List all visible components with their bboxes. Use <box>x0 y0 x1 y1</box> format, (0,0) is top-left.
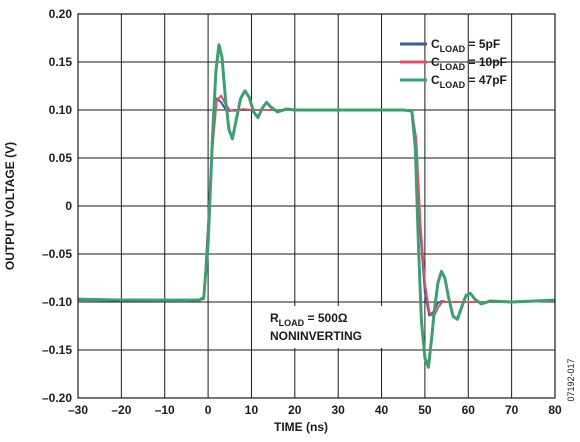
svg-text:RLOAD = 500Ω: RLOAD = 500Ω <box>270 311 348 328</box>
annotation-background <box>266 306 396 348</box>
x-axis-title: TIME (ns) <box>274 420 328 434</box>
x-tick-label: 20 <box>288 403 302 417</box>
plot-frame <box>77 13 556 399</box>
x-tick-label: 50 <box>418 403 432 417</box>
x-tick-label: 30 <box>332 403 346 417</box>
x-tick-label: 60 <box>462 403 476 417</box>
figure-id: 07192-017 <box>566 358 576 401</box>
annotation: RLOAD = 500Ω NONINVERTING <box>266 306 396 348</box>
y-tick-label: 0 <box>65 199 72 213</box>
series-line-0 <box>77 97 556 317</box>
y-tick-label: 0.20 <box>49 7 73 21</box>
annotation-rload-subscript: LOAD <box>279 318 305 328</box>
legend: CLOAD = 5pF CLOAD = 10pF CLOAD = 47pF <box>400 37 507 90</box>
x-tick-label: 80 <box>548 403 562 417</box>
y-tick-label: 0.15 <box>49 55 73 69</box>
annotation-rload-value: = 500Ω <box>304 311 348 325</box>
x-tick-label: 70 <box>505 403 519 417</box>
x-tick-label: 10 <box>245 403 259 417</box>
series-layer <box>77 43 556 369</box>
y-tick-label: –0.05 <box>42 247 72 261</box>
y-tick-label: 0.05 <box>49 151 73 165</box>
x-tick-labels: –30 –20 –10 0 10 20 30 40 50 60 70 80 <box>68 403 562 417</box>
x-tick-label: 40 <box>375 403 389 417</box>
legend-label-subscript: LOAD <box>440 80 466 90</box>
svg-text:CLOAD = 47pF: CLOAD = 47pF <box>431 73 507 90</box>
legend-label-value: = 5pF <box>465 37 500 51</box>
legend-label: C <box>431 37 440 51</box>
svg-text:CLOAD = 10pF: CLOAD = 10pF <box>431 55 507 72</box>
y-tick-label: –0.20 <box>42 391 72 405</box>
y-tick-labels: 0.20 0.15 0.10 0.05 0 –0.05 –0.10 –0.15 –0.20 <box>42 7 72 405</box>
annotation-rload: R <box>270 311 279 325</box>
legend-entry-5pf: CLOAD = 5pF <box>400 37 500 54</box>
y-tick-label: –0.15 <box>42 343 72 357</box>
series-line-2 <box>77 43 556 369</box>
legend-entry-47pf: CLOAD = 47pF <box>400 73 507 90</box>
y-tick-label: –0.10 <box>42 295 72 309</box>
x-tick-label: –30 <box>68 403 88 417</box>
x-tick-label: –10 <box>155 403 175 417</box>
x-tick-label: –20 <box>111 403 131 417</box>
legend-label: C <box>431 55 440 69</box>
legend-label-value: = 10pF <box>465 55 507 69</box>
legend-label-value: = 47pF <box>465 73 507 87</box>
legend-label: C <box>431 73 440 87</box>
legend-entry-10pf: CLOAD = 10pF <box>400 55 507 72</box>
annotation-mode: NONINVERTING <box>270 329 362 343</box>
svg-text:CLOAD = 5pF: CLOAD = 5pF <box>431 37 500 54</box>
y-axis-title: OUTPUT VOLTAGE (V) <box>3 142 17 270</box>
legend-label-subscript: LOAD <box>440 44 466 54</box>
y-tick-label: 0.10 <box>49 103 73 117</box>
legend-label-subscript: LOAD <box>440 62 466 72</box>
x-tick-label: 0 <box>205 403 212 417</box>
